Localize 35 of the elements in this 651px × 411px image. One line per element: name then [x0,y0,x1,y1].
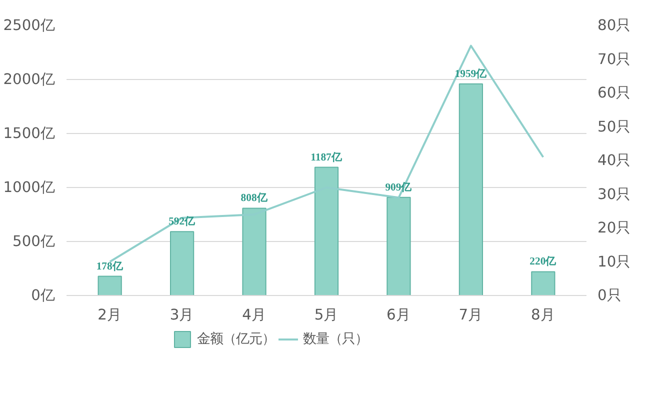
x-tick-label: 7月 [458,306,484,324]
bar [98,276,122,296]
data-label: 1187亿 [310,151,344,164]
y-tick-label: 2500亿 [3,17,56,34]
x-tick-label: 3月 [170,306,194,324]
y-tick-label: 0亿 [31,287,56,304]
y2-tick-label: 80只 [598,17,632,34]
legend-label: 数量（只） [302,331,368,348]
bar [458,83,483,296]
y2-tick-label: 50只 [598,118,632,136]
legend-label: 金额（亿元） [196,330,275,348]
y2-tick-label: 60只 [598,84,632,102]
y-tick-label: 2000亿 [3,71,56,88]
data-label: 220亿 [530,256,558,268]
y-tick-label: 1000亿 [3,179,56,196]
x-tick-label: 4月 [242,306,266,324]
x-tick-label: 2月 [98,306,122,324]
data-label: 592亿 [168,216,197,228]
data-label: 808亿 [240,192,269,204]
y-tick-label: 1500亿 [3,125,56,142]
y2-tick-label: 20只 [598,220,632,236]
y2-tick-label: 10只 [598,253,632,270]
y2-tick-label: 40只 [598,152,632,169]
data-label: 909亿 [385,181,414,194]
data-label: 1959亿 [454,68,488,80]
y2-tick-label: 70只 [598,50,632,68]
data-label: 178亿 [96,260,124,272]
y2-tick-label: 30只 [598,186,632,203]
y2-tick-label: 0只 [598,287,622,304]
x-tick-label: 6月 [386,306,411,324]
x-tick-label: 5月 [314,306,339,324]
x-tick-label: 8月 [531,306,556,324]
y-tick-label: 500亿 [12,233,56,250]
bar [170,231,194,296]
bar [531,271,556,296]
